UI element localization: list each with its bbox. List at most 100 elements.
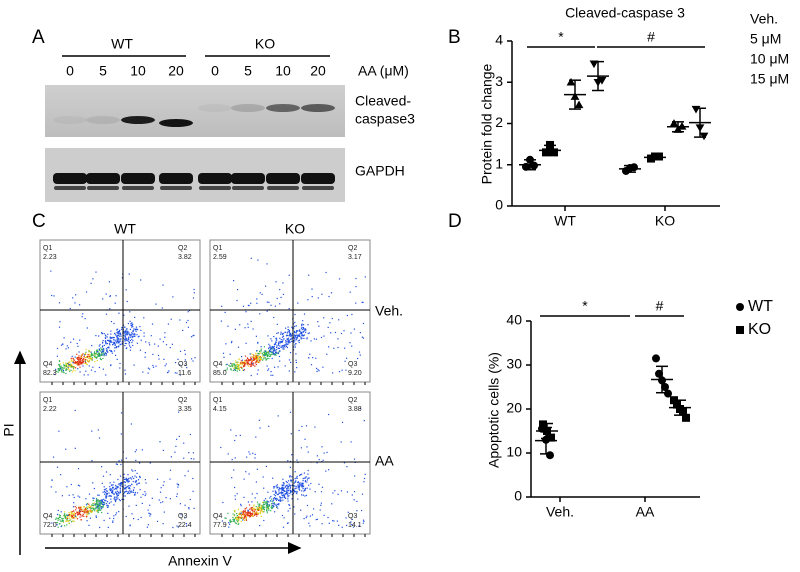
event-dot <box>234 457 236 459</box>
event-dot <box>108 339 110 342</box>
event-dot <box>70 512 72 514</box>
event-dot <box>124 345 126 347</box>
event-dot <box>230 368 232 370</box>
event-dot <box>61 370 63 372</box>
event-dot <box>84 318 86 320</box>
event-dot <box>287 485 289 487</box>
event-dot <box>72 515 74 518</box>
event-dot <box>83 357 85 360</box>
event-dot <box>117 486 119 488</box>
event-dot <box>106 504 108 506</box>
legend-label: KO <box>748 321 771 338</box>
event-dot <box>119 490 121 492</box>
event-dot <box>129 345 131 347</box>
event-dot <box>149 462 151 464</box>
event-dot <box>64 513 66 515</box>
event-dot <box>235 365 237 367</box>
event-dot <box>109 308 111 310</box>
event-dot <box>245 360 247 362</box>
event-dot <box>255 505 257 508</box>
event-dot <box>233 519 235 521</box>
event-dot <box>111 352 113 354</box>
axis-label: Annexin V <box>168 553 232 569</box>
event-dot <box>285 343 287 345</box>
event-dot <box>250 257 252 259</box>
event-dot <box>80 362 82 364</box>
event-dot <box>97 494 99 496</box>
y-tick-label: 40 <box>506 312 522 328</box>
event-dot <box>285 341 287 343</box>
event-dot <box>285 340 287 342</box>
event-dot <box>143 317 145 319</box>
event-dot <box>242 366 245 368</box>
event-dot <box>277 366 279 368</box>
event-dot <box>316 367 318 369</box>
event-dot <box>106 494 108 496</box>
event-dot <box>296 475 298 477</box>
event-dot <box>225 364 227 366</box>
event-dot <box>266 502 268 504</box>
event-dot <box>116 337 118 339</box>
event-dot <box>284 365 286 367</box>
event-dot <box>253 362 255 364</box>
dose-tick: 5 <box>244 63 252 79</box>
event-dot <box>74 514 76 516</box>
event-dot <box>136 328 138 330</box>
event-dot <box>116 498 118 500</box>
event-dot <box>148 512 150 514</box>
event-dot <box>333 520 335 522</box>
event-dot <box>133 335 135 337</box>
event-dot <box>244 362 246 364</box>
event-dot <box>293 506 295 508</box>
event-dot <box>240 513 242 515</box>
event-dot <box>111 492 113 494</box>
event-dot <box>71 364 73 366</box>
event-dot <box>168 370 170 372</box>
event-dot <box>86 356 88 358</box>
event-dot <box>320 491 323 493</box>
event-dot <box>129 328 131 330</box>
event-dot <box>285 485 287 487</box>
event-dot <box>258 353 260 355</box>
event-dot <box>108 495 110 497</box>
event-dot <box>106 490 108 492</box>
event-dot <box>115 463 117 465</box>
event-dot <box>65 515 67 517</box>
event-dot <box>80 519 82 521</box>
event-dot <box>112 490 114 492</box>
event-dot <box>245 519 248 521</box>
event-dot <box>140 496 142 498</box>
event-dot <box>67 368 70 370</box>
data-point <box>673 400 681 409</box>
event-dot <box>262 359 264 361</box>
event-dot <box>110 364 112 366</box>
event-dot <box>299 474 302 476</box>
event-dot <box>294 487 296 490</box>
event-dot <box>231 459 233 461</box>
event-dot <box>121 481 123 484</box>
event-dot <box>102 503 105 506</box>
event-dot <box>255 481 257 483</box>
event-dot <box>105 496 107 498</box>
event-dot <box>81 510 83 512</box>
event-dot <box>117 341 119 343</box>
event-dot <box>362 301 364 303</box>
event-dot <box>259 350 261 352</box>
event-dot <box>251 506 253 509</box>
event-dot <box>287 500 289 502</box>
event-dot <box>145 341 147 343</box>
event-dot <box>272 502 274 504</box>
event-dot <box>126 334 128 336</box>
event-dot <box>270 507 272 509</box>
event-dot <box>291 498 293 500</box>
event-dot <box>295 335 297 337</box>
event-dot <box>95 335 97 337</box>
event-dot <box>252 509 254 511</box>
event-dot <box>77 484 79 486</box>
event-dot <box>109 474 111 476</box>
event-dot <box>302 480 304 482</box>
quadrant-value: 14.1 <box>348 522 362 529</box>
event-dot <box>58 516 60 518</box>
event-dot <box>231 340 233 343</box>
event-dot <box>263 511 265 513</box>
